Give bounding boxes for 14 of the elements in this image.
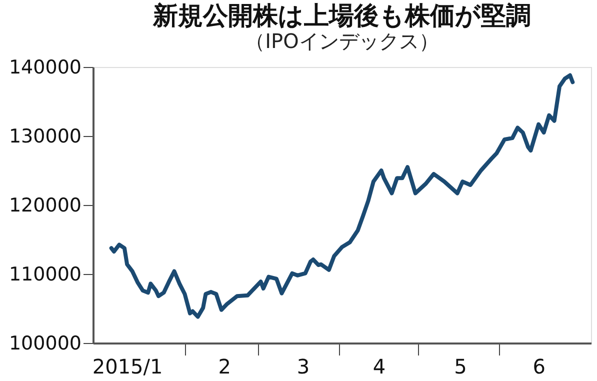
chart-subtitle: （IPOインデックス） bbox=[245, 29, 439, 53]
x-tick-label: 3 bbox=[296, 354, 310, 378]
line-series bbox=[109, 73, 575, 319]
x-tick-label: 2015/1 bbox=[92, 354, 163, 378]
x-tick-label: 4 bbox=[372, 354, 386, 378]
y-tick-label: 140000 bbox=[8, 56, 82, 78]
chart-title: 新規公開株は上場後も株価が堅調 bbox=[152, 1, 531, 30]
x-tick-label: 6 bbox=[532, 354, 546, 378]
y-tick-label: 130000 bbox=[8, 126, 82, 148]
x-tick-label: 2 bbox=[218, 354, 231, 378]
x-tick-label: 5 bbox=[454, 354, 467, 378]
y-tick-label: 100000 bbox=[8, 332, 82, 354]
y-tick-label: 110000 bbox=[8, 264, 82, 286]
y-tick-label: 120000 bbox=[8, 194, 82, 216]
